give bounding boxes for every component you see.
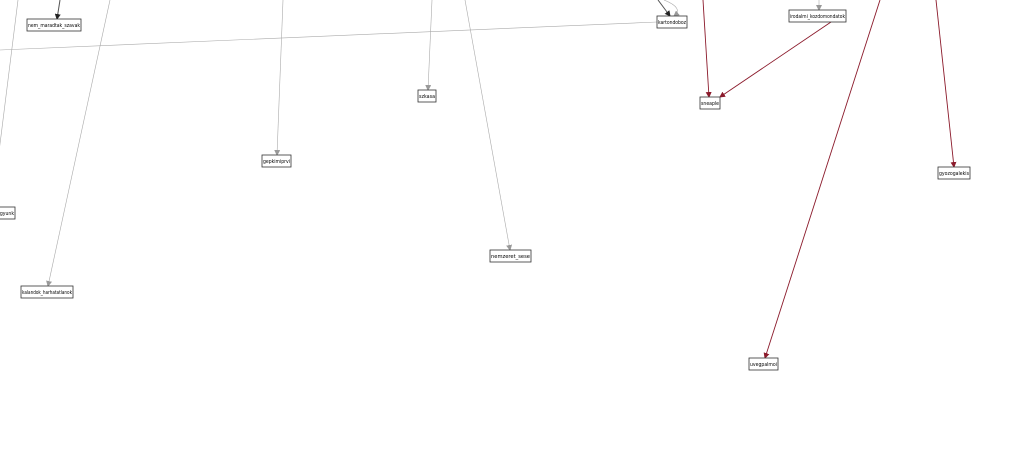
node-box bbox=[699, 96, 721, 110]
node-szkasa[interactable]: szkasa bbox=[417, 89, 437, 103]
node-gepkimiprvi[interactable]: gepkimiprvi bbox=[261, 154, 292, 168]
edge-top-to-nem_maradtak_szavak bbox=[54, 0, 61, 20]
edge-top-to-kartondoboz bbox=[663, 0, 680, 17]
node-box bbox=[417, 89, 437, 103]
edge-top-to-szkasa bbox=[425, 0, 433, 91]
node-label: egyunk bbox=[0, 211, 15, 217]
edge-top-to-kartondoboz bbox=[657, 0, 671, 17]
node-sneaple[interactable]: sneaple bbox=[699, 96, 721, 110]
node-label: kartondoboz bbox=[658, 20, 686, 26]
node-label: nem_maradtak_szavak bbox=[28, 23, 81, 29]
node-gyozogalekis[interactable]: gyozogalekis bbox=[937, 166, 971, 180]
node-label: kalandok_harhatatlanok bbox=[22, 290, 73, 296]
node-label: gepkimiprvi bbox=[263, 159, 290, 165]
edge-top-to-left-margin bbox=[0, 0, 19, 147]
node-uvegpalmoi[interactable]: uvegpalmoi bbox=[748, 357, 779, 371]
edge-top-to-kalandok_harhatatlanok bbox=[46, 0, 111, 287]
node-box bbox=[656, 15, 688, 29]
edge-irodalmi_kozdomondatok-to-sneaple bbox=[719, 21, 832, 98]
edge-top-to-gepkimiprvi bbox=[274, 0, 284, 156]
node-label: nemzeret_sese bbox=[491, 254, 531, 260]
node-kartondoboz[interactable]: kartondoboz bbox=[656, 15, 688, 29]
node-nem_maradtak_szavak[interactable]: nem_maradtak_szavak bbox=[26, 18, 82, 32]
edge-top-to-gyozogalekis bbox=[935, 0, 957, 168]
nodes-layer: nem_maradtak_szavak kartondoboz irodalmi_k… bbox=[0, 9, 971, 371]
node-box bbox=[0, 206, 16, 220]
node-nemzeret_sese[interactable]: nemzeret_sese bbox=[489, 249, 532, 263]
edge-top-to-uvegpalmoi bbox=[763, 0, 881, 359]
edge-top-to-sneaple bbox=[702, 0, 712, 98]
node-box bbox=[788, 9, 847, 23]
node-box bbox=[26, 18, 82, 32]
edge-top-to-nemzeret_sese bbox=[464, 0, 513, 251]
node-label: szkasa bbox=[419, 94, 435, 100]
node-box bbox=[20, 285, 74, 299]
edges-layer bbox=[0, 0, 957, 359]
node-label: uvegpalmoi bbox=[750, 362, 777, 368]
node-kalandok_harhatatlanok[interactable]: kalandok_harhatatlanok bbox=[20, 285, 74, 299]
node-box bbox=[937, 166, 971, 180]
node-box bbox=[748, 357, 779, 371]
node-irodalmi_kozdomondatok[interactable]: irodalmi_kozdomondatok bbox=[788, 9, 847, 23]
node-box bbox=[489, 249, 532, 263]
node-label: gyozogalekis bbox=[939, 171, 969, 177]
node-label: irodalmi_kozdomondatok bbox=[790, 14, 846, 20]
node-label: sneaple bbox=[701, 101, 720, 107]
edge-kartondoboz-to-left-margin bbox=[0, 21, 658, 51]
node-box bbox=[261, 154, 292, 168]
node-egyunk[interactable]: egyunk bbox=[0, 206, 16, 220]
